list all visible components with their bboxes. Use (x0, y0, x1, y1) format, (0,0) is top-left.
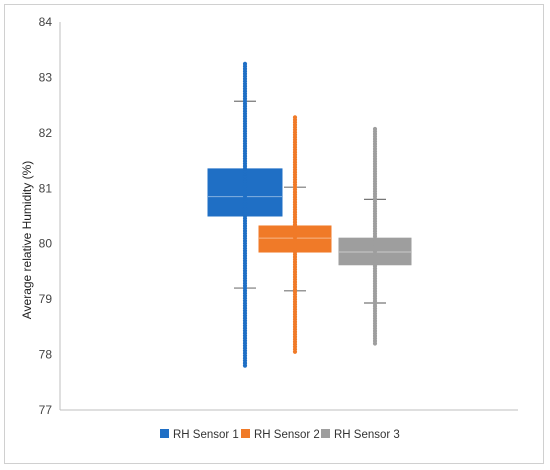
y-tick-label-84: 84 (39, 15, 53, 29)
y-axis (59, 22, 518, 411)
y-tick-label-80: 80 (39, 237, 53, 251)
y-tick-label-82: 82 (39, 126, 53, 140)
legend-swatch-sensor-1 (160, 429, 169, 438)
sensor-3-points (372, 126, 378, 346)
legend-swatch-sensor-3 (321, 429, 330, 438)
y-tick-label-83: 83 (39, 70, 53, 84)
box-sensor-3 (338, 126, 412, 346)
y-tick-label-79: 79 (39, 292, 53, 306)
y-axis-title: Average relative Humidity (%) (20, 161, 34, 320)
legend-label-sensor-1: RH Sensor 1 (173, 429, 239, 441)
legend: RH Sensor 1 RH Sensor 2 RH Sensor 3 (160, 429, 400, 441)
sensor-2-point (292, 115, 298, 120)
box-sensor-1 (207, 61, 283, 368)
legend-swatch-sensor-2 (241, 429, 250, 438)
box-sensor-2 (258, 115, 332, 354)
y-tick-label-78: 78 (39, 348, 53, 362)
y-tick-label-81: 81 (39, 181, 53, 195)
boxes (207, 61, 412, 368)
legend-item-sensor-2: RH Sensor 2 (241, 429, 320, 441)
sensor-2-points (292, 115, 298, 354)
sensor-1-point (242, 61, 248, 66)
sensor-3-point (372, 126, 378, 132)
legend-item-sensor-1: RH Sensor 1 (160, 429, 239, 441)
legend-label-sensor-3: RH Sensor 3 (334, 429, 400, 441)
legend-item-sensor-3: RH Sensor 3 (321, 429, 400, 441)
y-tick-labels: 77 78 79 80 81 82 83 84 (39, 15, 53, 417)
sensor-1-points (242, 61, 248, 368)
y-tick-label-77: 77 (39, 403, 53, 417)
legend-label-sensor-2: RH Sensor 2 (254, 429, 320, 441)
